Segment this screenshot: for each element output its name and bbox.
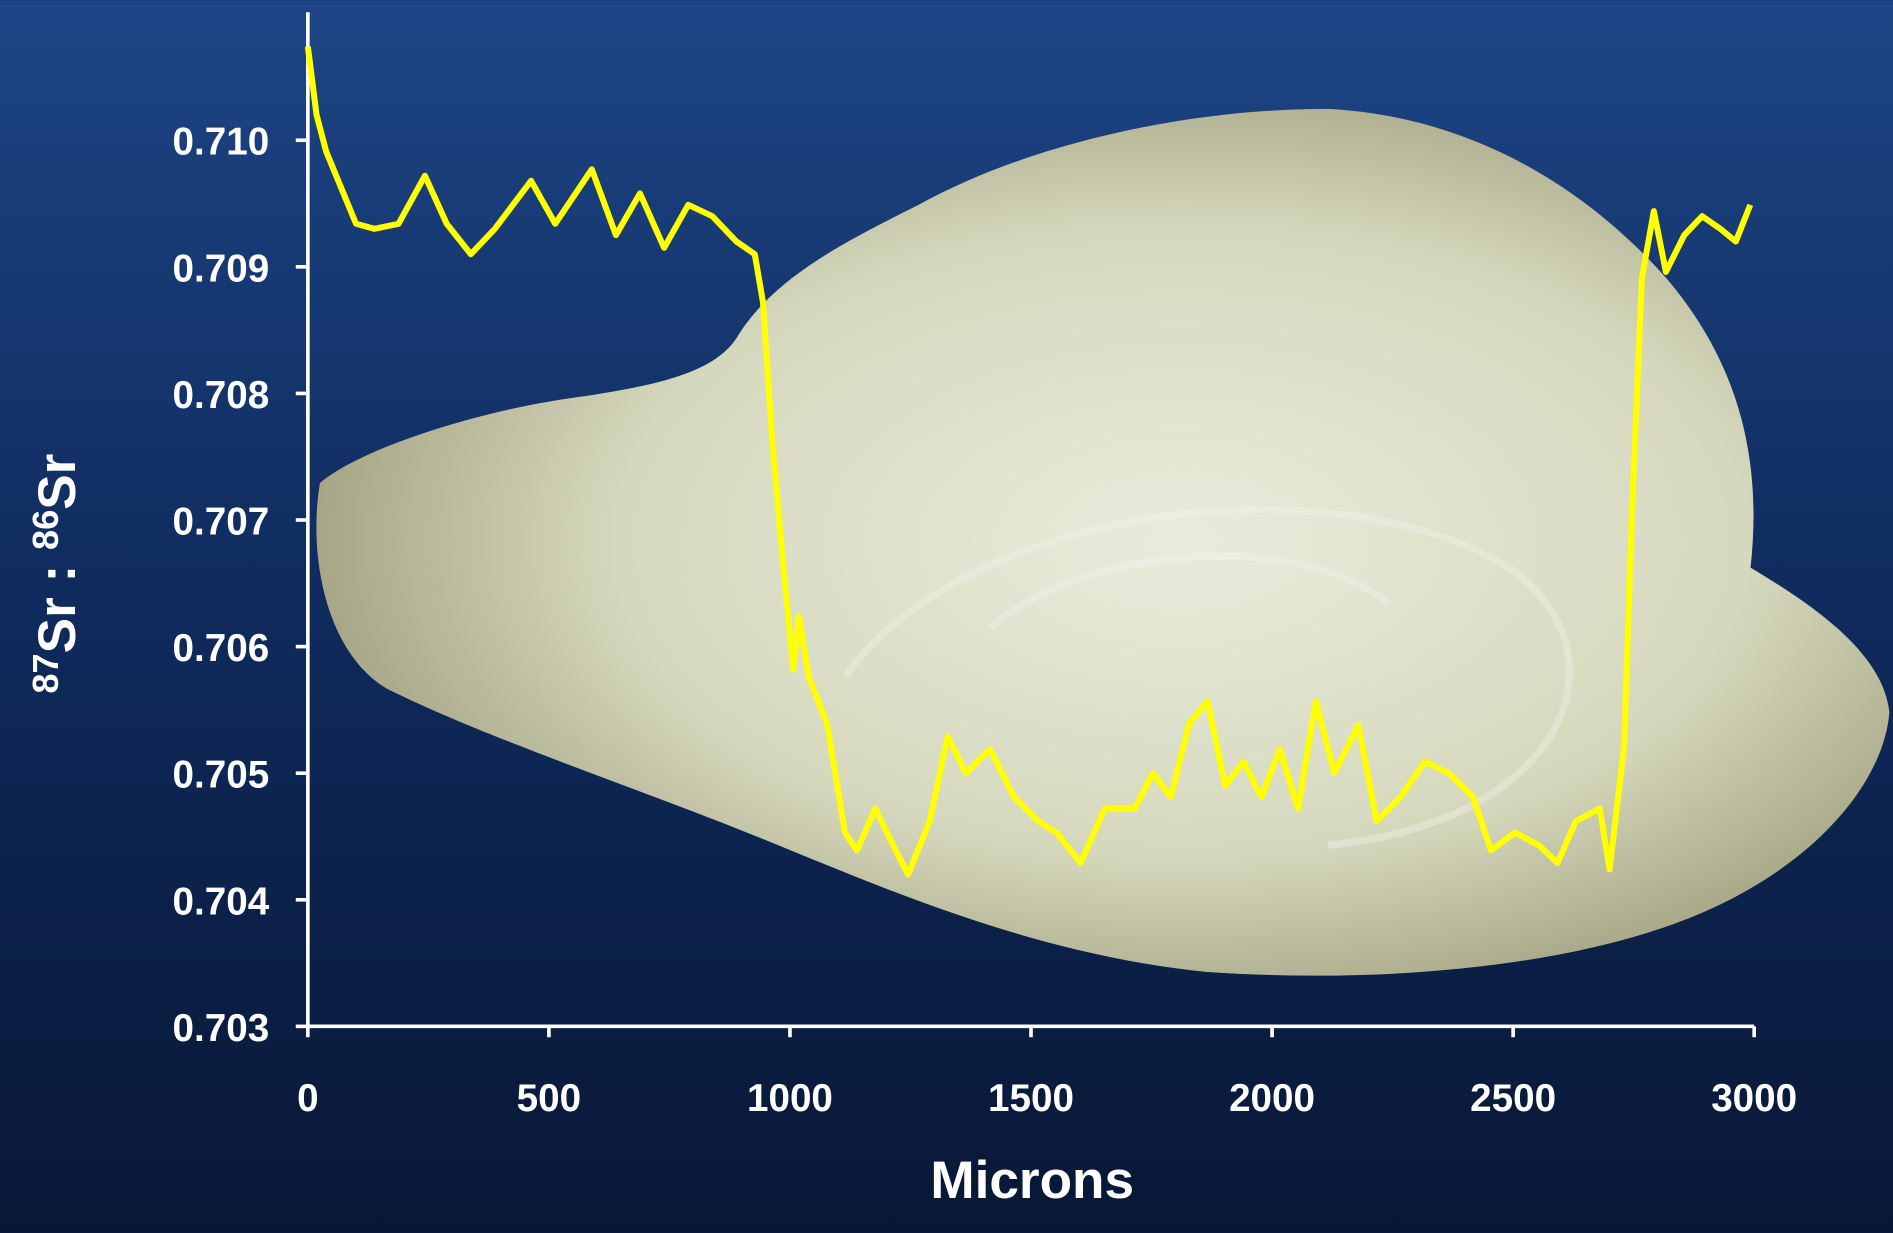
y-tick-label: 0.705: [173, 754, 270, 797]
x-tick-label: 1500: [988, 1077, 1074, 1120]
y-tick-label: 0.703: [173, 1007, 270, 1050]
y-tick-label: 0.708: [173, 374, 270, 417]
data-line: [304, 46, 1754, 878]
label-part: Sr :: [28, 550, 87, 653]
otolith-rings: [842, 506, 1574, 849]
superscript: 87: [25, 653, 66, 693]
x-tick-label: 500: [517, 1077, 581, 1120]
superscript: 86: [25, 510, 66, 550]
x-tick-label: 0: [297, 1077, 318, 1120]
y-axis-label: 87Sr : 86Sr: [25, 454, 87, 694]
y-tick-label: 0.706: [173, 627, 270, 670]
x-tick-label: 2500: [1470, 1077, 1556, 1120]
y-tick-label: 0.710: [173, 121, 270, 164]
label-part: Sr: [28, 454, 87, 510]
y-tick-label: 0.707: [173, 500, 270, 543]
y-tick-label: 0.704: [173, 880, 270, 923]
x-axis-label: Microns: [930, 1151, 1134, 1210]
otolith-image: [316, 108, 1890, 976]
x-tick-label: 1000: [747, 1077, 833, 1120]
x-tick-label: 3000: [1711, 1077, 1797, 1120]
y-tick-label: 0.709: [173, 247, 270, 290]
x-tick-label: 2000: [1229, 1077, 1315, 1120]
